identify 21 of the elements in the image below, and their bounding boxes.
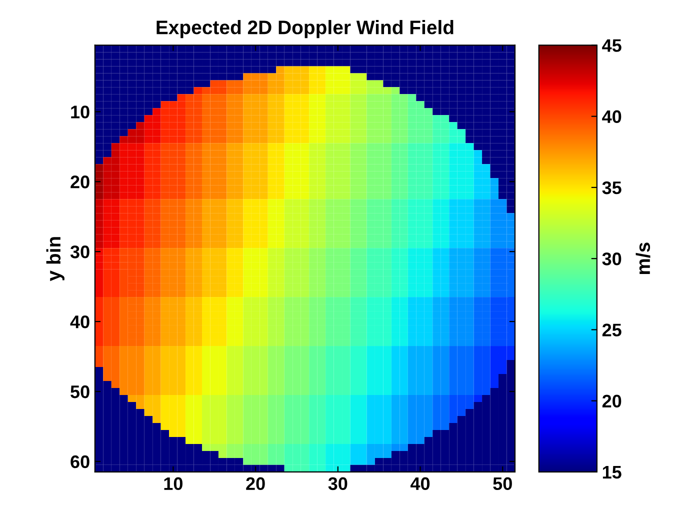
- y-tick-label: 60: [70, 455, 90, 468]
- y-tick-label: 10: [71, 106, 90, 118]
- x-tick-label: 10: [164, 477, 182, 490]
- x-tick-label: 30: [328, 477, 348, 490]
- color-bar-label: 45: [602, 39, 622, 52]
- color-bar-label: 35: [602, 181, 622, 194]
- color-bar-label: 25: [602, 324, 622, 336]
- x-tick-label: 50: [493, 477, 512, 490]
- chart-title: Expected 2D Doppler Wind Field: [156, 20, 454, 38]
- y-tick-label: 40: [70, 315, 90, 328]
- y-axis-title: y bin: [46, 237, 64, 282]
- color-bar-label: 40: [602, 110, 622, 124]
- y-tick-label: 30: [70, 246, 90, 258]
- color-bar-label: 20: [602, 394, 622, 408]
- color-bar-label: 15: [602, 466, 622, 479]
- x-tick-label: 20: [246, 477, 265, 490]
- color-bar-label: 30: [602, 252, 622, 266]
- x-tick-label: 40: [410, 477, 430, 490]
- y-tick-label: 20: [70, 176, 90, 188]
- y-tick-label: 50: [70, 385, 90, 398]
- color-bar-title: m/s: [636, 242, 650, 274]
